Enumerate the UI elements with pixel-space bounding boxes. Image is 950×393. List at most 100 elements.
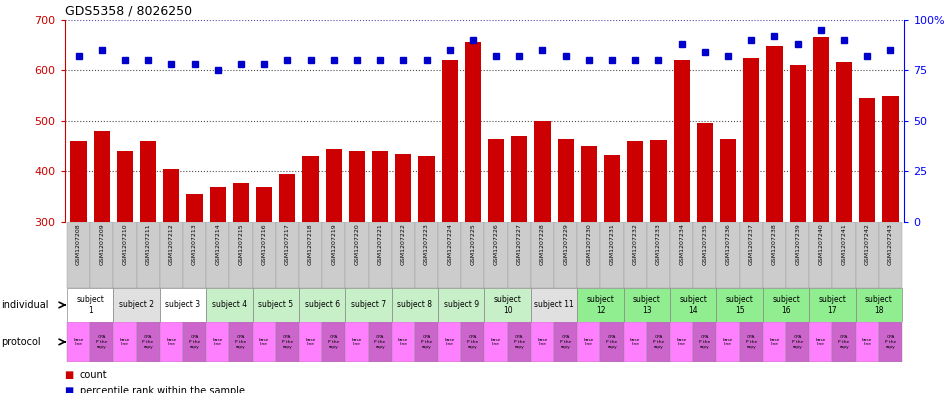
Bar: [326, 149, 342, 222]
Text: subject
13: subject 13: [633, 295, 661, 315]
Bar: [113, 288, 160, 322]
Bar: [253, 322, 276, 362]
Text: base
line: base line: [305, 338, 315, 346]
Bar: [716, 322, 740, 362]
Bar: [113, 222, 137, 288]
Bar: [647, 322, 670, 362]
Bar: [531, 288, 578, 322]
Text: CPA
P the
rapy: CPA P the rapy: [699, 335, 711, 349]
Bar: [674, 60, 690, 222]
Text: base
line: base line: [213, 338, 223, 346]
Bar: [233, 183, 249, 222]
Text: GSM1207210: GSM1207210: [123, 223, 127, 264]
Bar: [558, 139, 574, 222]
Text: GSM1207239: GSM1207239: [795, 223, 800, 265]
Bar: [624, 288, 670, 322]
Bar: [322, 322, 345, 362]
Text: base
line: base line: [816, 338, 826, 346]
Text: base
line: base line: [583, 338, 594, 346]
Bar: [94, 131, 110, 222]
Bar: [210, 187, 226, 222]
Bar: [256, 187, 273, 222]
Bar: [716, 288, 763, 322]
Bar: [484, 288, 531, 322]
Bar: [720, 139, 736, 222]
Text: GSM1207235: GSM1207235: [702, 223, 708, 265]
Bar: [879, 222, 902, 288]
Text: CPA
P the
rapy: CPA P the rapy: [421, 335, 432, 349]
Bar: [137, 222, 160, 288]
Text: GSM1207230: GSM1207230: [586, 223, 592, 265]
Bar: [345, 322, 369, 362]
Text: CPA
P the
rapy: CPA P the rapy: [96, 335, 107, 349]
Bar: [206, 222, 229, 288]
Bar: [832, 222, 856, 288]
Text: GSM1207231: GSM1207231: [610, 223, 615, 265]
Bar: [535, 121, 551, 222]
Bar: [578, 322, 600, 362]
Text: CPA
P the
rapy: CPA P the rapy: [560, 335, 571, 349]
Bar: [372, 151, 389, 222]
Bar: [694, 322, 716, 362]
Bar: [554, 322, 578, 362]
Bar: [163, 169, 180, 222]
Text: GSM1207209: GSM1207209: [99, 223, 104, 265]
Text: GSM1207221: GSM1207221: [377, 223, 383, 265]
Bar: [276, 222, 299, 288]
Bar: [438, 222, 462, 288]
Text: GDS5358 / 8026250: GDS5358 / 8026250: [65, 5, 192, 18]
Bar: [856, 322, 879, 362]
Bar: [462, 322, 484, 362]
Text: GSM1207208: GSM1207208: [76, 223, 81, 264]
Text: GSM1207216: GSM1207216: [261, 223, 267, 264]
Text: GSM1207215: GSM1207215: [238, 223, 243, 264]
Text: ■: ■: [65, 370, 74, 380]
Bar: [763, 322, 786, 362]
Bar: [696, 123, 713, 222]
Bar: [578, 288, 624, 322]
Bar: [740, 222, 763, 288]
Text: GSM1207236: GSM1207236: [726, 223, 731, 265]
Text: GSM1207228: GSM1207228: [540, 223, 545, 265]
Bar: [253, 288, 299, 322]
Text: subject
1: subject 1: [76, 295, 104, 315]
Text: subject 8: subject 8: [397, 301, 432, 309]
Text: CPA
P the
rapy: CPA P the rapy: [467, 335, 479, 349]
Text: GSM1207227: GSM1207227: [517, 223, 522, 265]
Bar: [415, 222, 438, 288]
Text: base
line: base line: [538, 338, 548, 346]
Bar: [694, 222, 716, 288]
Bar: [832, 322, 856, 362]
Bar: [140, 141, 156, 222]
Text: GSM1207213: GSM1207213: [192, 223, 197, 265]
Bar: [856, 288, 902, 322]
Text: CPA
P the
rapy: CPA P the rapy: [514, 335, 525, 349]
Bar: [117, 151, 133, 222]
Text: subject
15: subject 15: [726, 295, 753, 315]
Text: subject
17: subject 17: [819, 295, 846, 315]
Bar: [206, 288, 253, 322]
Bar: [183, 322, 206, 362]
Text: base
line: base line: [491, 338, 502, 346]
Bar: [438, 288, 485, 322]
Bar: [415, 322, 438, 362]
Bar: [345, 222, 369, 288]
Text: GSM1207224: GSM1207224: [447, 223, 452, 265]
Bar: [488, 139, 504, 222]
Text: GSM1207240: GSM1207240: [818, 223, 824, 265]
Text: subject 6: subject 6: [305, 301, 340, 309]
Bar: [647, 222, 670, 288]
Text: individual: individual: [1, 300, 48, 310]
Text: GSM1207225: GSM1207225: [470, 223, 475, 265]
Bar: [651, 140, 667, 222]
Bar: [299, 322, 322, 362]
Bar: [160, 322, 183, 362]
Text: GSM1207218: GSM1207218: [308, 223, 313, 264]
Bar: [391, 322, 415, 362]
Text: GSM1207223: GSM1207223: [424, 223, 429, 265]
Bar: [299, 222, 322, 288]
Text: CPA
P the
rapy: CPA P the rapy: [792, 335, 804, 349]
Text: GSM1207234: GSM1207234: [679, 223, 684, 265]
Text: protocol: protocol: [1, 337, 41, 347]
Bar: [511, 136, 527, 222]
